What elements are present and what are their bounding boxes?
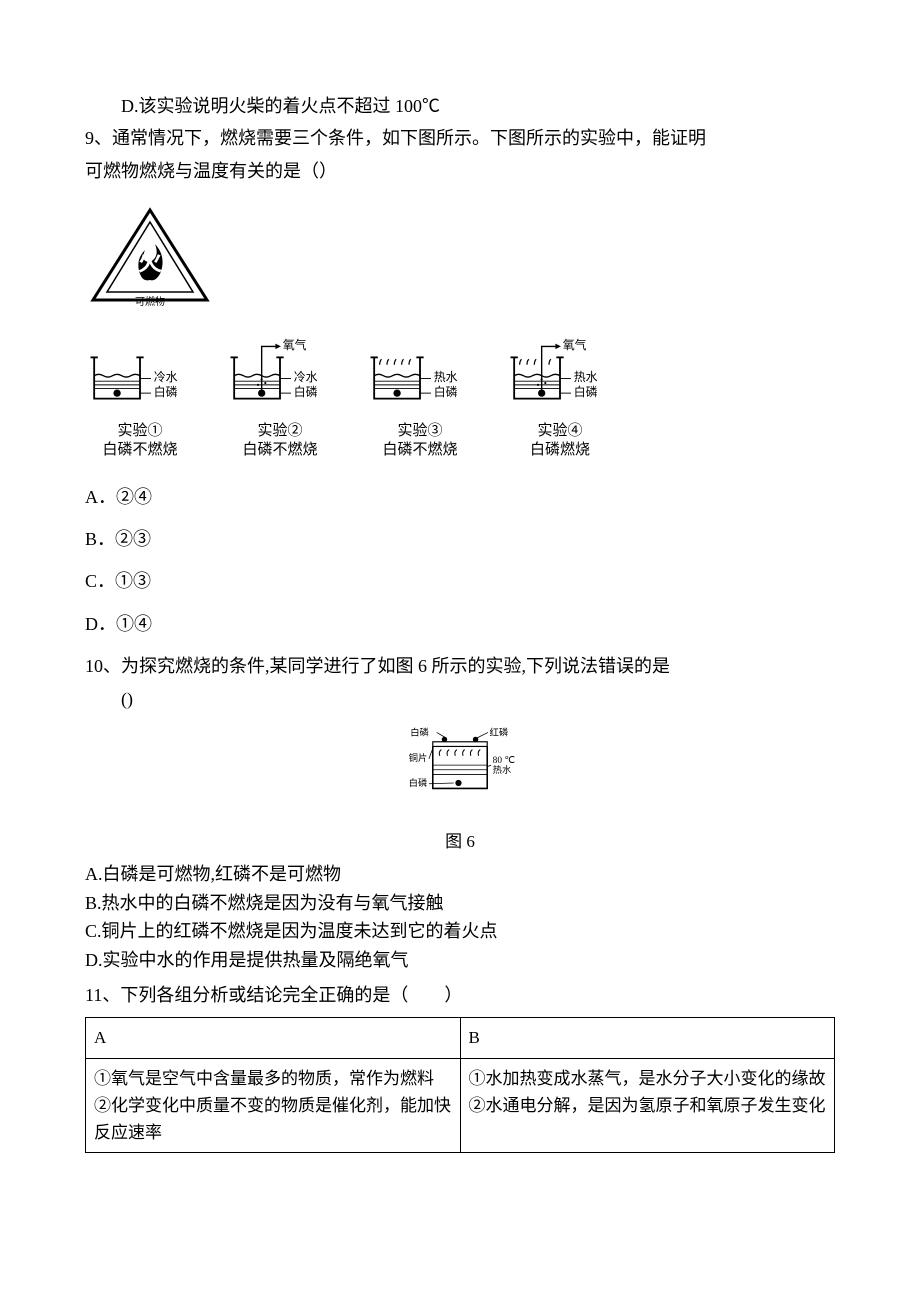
q11-table: A B ①氧气是空气中含量最多的物质，常作为燃料②化学变化中质量不变的物质是催化… [85, 1017, 835, 1153]
beaker-icon: 冷水 白磷 [85, 338, 195, 418]
q10-option-c: C.铜片上的红磷不燃烧是因为温度未达到它的着火点 [85, 917, 835, 946]
exp3-result: 白磷不燃烧 [382, 441, 457, 461]
q9-option-c: C．①③ [85, 565, 835, 597]
exp4-name: 实验④ [537, 422, 582, 442]
svg-text:白磷: 白磷 [409, 777, 428, 789]
svg-text:热水: 热水 [434, 370, 458, 384]
q11-stem: 11、下列各组分析或结论完全正确的是（ ） [85, 979, 835, 1011]
q10-options: A.白磷是可燃物,红磷不是可燃物 B.热水中的白磷不燃烧是因为没有与氧气接触 C… [85, 860, 835, 975]
figure-6: 白磷 红磷 铜片 白磷 80 ℃ 热水 图 6 [85, 719, 835, 858]
q10-option-a: A.白磷是可燃物,红磷不是可燃物 [85, 860, 835, 889]
q9-options: A．②④ B．②③ C．①③ D．①④ [85, 481, 835, 641]
fig6-caption: 图 6 [85, 827, 835, 858]
q9-option-a: A．②④ [85, 481, 835, 513]
beaker-icon: 热水 白磷 [365, 338, 475, 418]
svg-text:白磷: 白磷 [294, 384, 318, 398]
q10-option-b: B.热水中的白磷不燃烧是因为没有与氧气接触 [85, 889, 835, 918]
experiment-1: 冷水 白磷 实验① 白磷不燃烧 [85, 338, 195, 461]
exp1-name: 实验① [117, 422, 162, 442]
svg-text:铜片: 铜片 [409, 752, 428, 764]
exp2-name: 实验② [257, 422, 302, 442]
experiments-row: 冷水 白磷 实验① 白磷不燃烧 氧气 冷水 白磷 实验② 白磷不燃烧 [85, 338, 835, 461]
svg-text:白磷: 白磷 [574, 384, 598, 398]
q11-head-b: B [460, 1018, 835, 1058]
q10-stem2: () [85, 683, 835, 715]
svg-text:氧气: 氧气 [563, 338, 587, 352]
beaker-icon: 氧气 冷水 白磷 [225, 338, 335, 418]
svg-text:白磷: 白磷 [410, 726, 429, 738]
q10-stem: 10、为探究燃烧的条件,某同学进行了如图 6 所示的实验,下列说法错误的是 [85, 650, 835, 682]
svg-text:火: 火 [138, 249, 162, 276]
q9-option-d: D．①④ [85, 608, 835, 640]
beaker-icon: 氧气 热水 白磷 [505, 338, 615, 418]
svg-text:红磷: 红磷 [490, 726, 509, 738]
svg-text:热水: 热水 [574, 370, 598, 384]
q9-stem-line1: 9、通常情况下，燃烧需要三个条件，如下图所示。下图所示的实验中，能证明 [85, 122, 835, 154]
exp4-result: 白磷燃烧 [530, 441, 590, 461]
svg-text:白磷: 白磷 [434, 384, 458, 398]
q9-option-b: B．②③ [85, 523, 835, 555]
svg-text:氧气: 氧气 [283, 338, 307, 352]
exp1-result: 白磷不燃烧 [102, 441, 177, 461]
q11-cell-b: ①水加热变成水蒸气，是水分子大小变化的缘故②水通电分解，是因为氢原子和氧原子发生… [460, 1058, 835, 1153]
experiment-4: 氧气 热水 白磷 实验④ 白磷燃烧 [505, 338, 615, 461]
experiment-3: 热水 白磷 实验③ 白磷不燃烧 [365, 338, 475, 461]
experiment-2: 氧气 冷水 白磷 实验② 白磷不燃烧 [225, 338, 335, 461]
combustible-triangle-diagram: 火 可燃物 [85, 202, 835, 322]
q10-option-d: D.实验中水的作用是提供热量及隔绝氧气 [85, 946, 835, 975]
q11-head-a: A [86, 1018, 461, 1058]
fig6-icon: 白磷 红磷 铜片 白磷 80 ℃ 热水 [390, 719, 530, 819]
q9-stem-line2: 可燃物燃烧与温度有关的是（） [85, 155, 835, 187]
svg-text:可燃物: 可燃物 [135, 295, 165, 308]
svg-text:冷水: 冷水 [294, 370, 318, 384]
svg-text:白磷: 白磷 [154, 384, 178, 398]
exp3-name: 实验③ [397, 422, 442, 442]
triangle-icon: 火 可燃物 [85, 202, 215, 312]
exp2-result: 白磷不燃烧 [242, 441, 317, 461]
svg-text:冷水: 冷水 [154, 370, 178, 384]
svg-text:热水: 热水 [493, 764, 512, 776]
svg-text:80 ℃: 80 ℃ [493, 756, 515, 766]
q8-option-d: D.该实验说明火柴的着火点不超过 100℃ [85, 90, 835, 122]
q11-cell-a: ①氧气是空气中含量最多的物质，常作为燃料②化学变化中质量不变的物质是催化剂，能加… [86, 1058, 461, 1153]
